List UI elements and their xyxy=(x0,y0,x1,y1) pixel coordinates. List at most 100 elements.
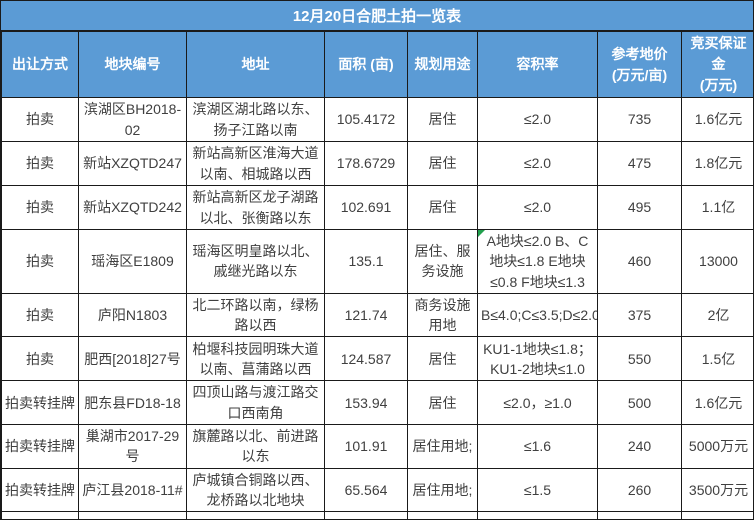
column-header-2: 地址 xyxy=(186,31,325,98)
total-empty-cell xyxy=(681,511,753,519)
cell-r8-c3: 101.91 xyxy=(324,424,408,469)
cell-r5-c0: 拍卖 xyxy=(1,292,79,338)
cell-r7-c4: 居住 xyxy=(407,380,478,426)
total-empty-cell xyxy=(477,511,598,519)
cell-r3-c1: 新站XZQTD242 xyxy=(78,185,187,230)
cell-r6-c3: 124.587 xyxy=(324,336,408,382)
table-title: 12月20日合肥土拍一览表 xyxy=(1,1,753,31)
total-area-value: 1089.6221 xyxy=(324,511,408,519)
table-row: 拍卖 庐阳N1803 北二环路以南，绿杨路以西 121.74 商务设施用地 B≤4.0;C… xyxy=(1,292,753,338)
cell-r1-c2: 滨湖区湖北路以东、扬子江路以南 xyxy=(186,97,325,142)
table-row: 拍卖 新站XZQTD247 新站高新区淮海大道以南、相城路以西 178.6729 居住 ≤… xyxy=(1,141,753,186)
cell-r7-c5: ≤2.0，≥1.0 xyxy=(477,380,598,426)
cell-r5-c6: 375 xyxy=(597,292,682,338)
cell-r1-c0: 拍卖 xyxy=(1,97,79,142)
column-header-7: 竞买保证金 (万元) xyxy=(681,31,753,98)
column-header-5: 容积率 xyxy=(477,31,598,98)
cell-r1-c4: 居住 xyxy=(407,97,478,142)
cell-r5-c2: 北二环路以南，绿杨路以西 xyxy=(186,292,325,338)
cell-r1-c7: 1.6亿元 xyxy=(681,97,753,142)
column-header-3: 面积 (亩) xyxy=(324,31,408,98)
header-row: 出让方式 地块编号 地址 面积 (亩) 规划用途 容积率 参考地价 (万元/亩) 竞买保证金 … xyxy=(1,31,753,98)
cell-r7-c3: 153.94 xyxy=(324,380,408,426)
cell-r5-c4: 商务设施用地 xyxy=(407,292,478,338)
cell-r6-c4: 居住 xyxy=(407,336,478,382)
table-row: 拍卖转挂牌 巢湖市2017-29号 旗麓路以北、前进路以东 101.91 居住用地; ≤1… xyxy=(1,424,753,469)
column-header-6: 参考地价 (万元/亩) xyxy=(597,31,682,98)
cell-r4-c0: 拍卖 xyxy=(1,229,79,294)
cell-r3-c3: 102.691 xyxy=(324,185,408,230)
cell-r8-c1: 巢湖市2017-29号 xyxy=(78,424,187,469)
cell-r8-c6: 240 xyxy=(597,424,682,469)
cell-r5-c5: B≤4.0;C≤3.5;D≤2.0 xyxy=(477,292,598,338)
cell-r6-c7: 1.5亿 xyxy=(681,336,753,382)
cell-r4-c6: 460 xyxy=(597,229,682,294)
cell-r8-c0: 拍卖转挂牌 xyxy=(1,424,79,469)
column-header-1: 地块编号 xyxy=(78,31,187,98)
table-row: 拍卖 瑶海区E1809 瑶海区明皇路以北、戚继光路以东 135.1 居住、服务设施 A地块… xyxy=(1,229,753,294)
cell-r7-c7: 1.6亿元 xyxy=(681,380,753,426)
total-empty-cell xyxy=(597,511,682,519)
cell-r9-c6: 260 xyxy=(597,467,682,513)
cell-r3-c5: ≤2.0 xyxy=(477,185,598,230)
cell-r2-c6: 475 xyxy=(597,141,682,186)
cell-r6-c1: 肥西[2018]27号 xyxy=(78,336,187,382)
cell-r1-c1: 滨湖区BH2018-02 xyxy=(78,97,187,142)
cell-r2-c3: 178.6729 xyxy=(324,141,408,186)
cell-r1-c5: ≤2.0 xyxy=(477,97,598,142)
table-row: 拍卖 肥西[2018]27号 柏堰科技园明珠大道以南、菖蒲路以西 124.587 居住 K… xyxy=(1,336,753,382)
cell-r7-c0: 拍卖转挂牌 xyxy=(1,380,79,426)
cell-r2-c4: 居住 xyxy=(407,141,478,186)
cell-r9-c5: ≤1.5 xyxy=(477,467,598,513)
total-empty-cell xyxy=(186,511,325,519)
cell-r3-c6: 495 xyxy=(597,185,682,230)
cell-r5-c3: 121.74 xyxy=(324,292,408,338)
cell-r3-c2: 新站高新区龙子湖路以北、张衡路以东 xyxy=(186,185,325,230)
cell-r2-c0: 拍卖 xyxy=(1,141,79,186)
cell-r6-c5: KU1-1地块≤1.8；KU1-2地块≤1.0 xyxy=(477,336,598,382)
error-flag-triangle-icon xyxy=(478,230,485,237)
cell-r4-c3: 135.1 xyxy=(324,229,408,294)
cell-r7-c6: 500 xyxy=(597,380,682,426)
cell-r9-c7: 3500万元 xyxy=(681,467,753,513)
total-label: 合计 xyxy=(1,511,79,519)
column-header-4: 规划用途 xyxy=(407,31,478,98)
cell-r4-c1: 瑶海区E1809 xyxy=(78,229,187,294)
table-row: 拍卖转挂牌 肥东县FD18-18 四顶山路与渡江路交口西南角 153.94 居住 ≤2.0… xyxy=(1,380,753,426)
cell-r9-c2: 庐城镇合铜路以西、龙桥路以北地块 xyxy=(186,467,325,513)
cell-r4-c2: 瑶海区明皇路以北、戚继光路以东 xyxy=(186,229,325,294)
cell-r2-c2: 新站高新区淮海大道以南、相城路以西 xyxy=(186,141,325,186)
cell-r3-c7: 1.1亿 xyxy=(681,185,753,230)
cell-r5-c1: 庐阳N1803 xyxy=(78,292,187,338)
cell-r4-c7: 13000 xyxy=(681,229,753,294)
cell-r8-c4: 居住用地; xyxy=(407,424,478,469)
cell-r9-c3: 65.564 xyxy=(324,467,408,513)
cell-r4-c5: A地块≤2.0 B、C地块≤1.8 E地块≤0.8 F地块≤1.3 xyxy=(477,229,598,294)
cell-r9-c1: 庐江县2018-11# xyxy=(78,467,187,513)
cell-r9-c4: 居住用地; xyxy=(407,467,478,513)
cell-r2-c1: 新站XZQTD247 xyxy=(78,141,187,186)
cell-r6-c6: 550 xyxy=(597,336,682,382)
land-auction-table: 出让方式 地块编号 地址 面积 (亩) 规划用途 容积率 参考地价 (万元/亩) 竞买保证金 … xyxy=(1,31,753,519)
total-empty-cell xyxy=(78,511,187,519)
cell-r2-c7: 1.8亿元 xyxy=(681,141,753,186)
table-row: 拍卖 新站XZQTD242 新站高新区龙子湖路以北、张衡路以东 102.691 居住 ≤2… xyxy=(1,185,753,230)
cell-r5-c7: 2亿 xyxy=(681,292,753,338)
table-row: 拍卖转挂牌 庐江县2018-11# 庐城镇合铜路以西、龙桥路以北地块 65.564 居住… xyxy=(1,467,753,513)
cell-r2-c5: ≤2.0 xyxy=(477,141,598,186)
cell-r3-c0: 拍卖 xyxy=(1,185,79,230)
cell-r9-c0: 拍卖转挂牌 xyxy=(1,467,79,513)
cell-r1-c3: 105.4172 xyxy=(324,97,408,142)
cell-r4-c4: 居住、服务设施 xyxy=(407,229,478,294)
cell-r7-c1: 肥东县FD18-18 xyxy=(78,380,187,426)
cell-r3-c4: 居住 xyxy=(407,185,478,230)
cell-r8-c7: 5000万元 xyxy=(681,424,753,469)
total-empty-cell xyxy=(407,511,478,519)
cell-r7-c2: 四顶山路与渡江路交口西南角 xyxy=(186,380,325,426)
cell-r1-c6: 735 xyxy=(597,97,682,142)
cell-r8-c2: 旗麓路以北、前进路以东 xyxy=(186,424,325,469)
cell-r6-c0: 拍卖 xyxy=(1,336,79,382)
cell-r8-c5: ≤1.6 xyxy=(477,424,598,469)
column-header-0: 出让方式 xyxy=(1,31,79,98)
